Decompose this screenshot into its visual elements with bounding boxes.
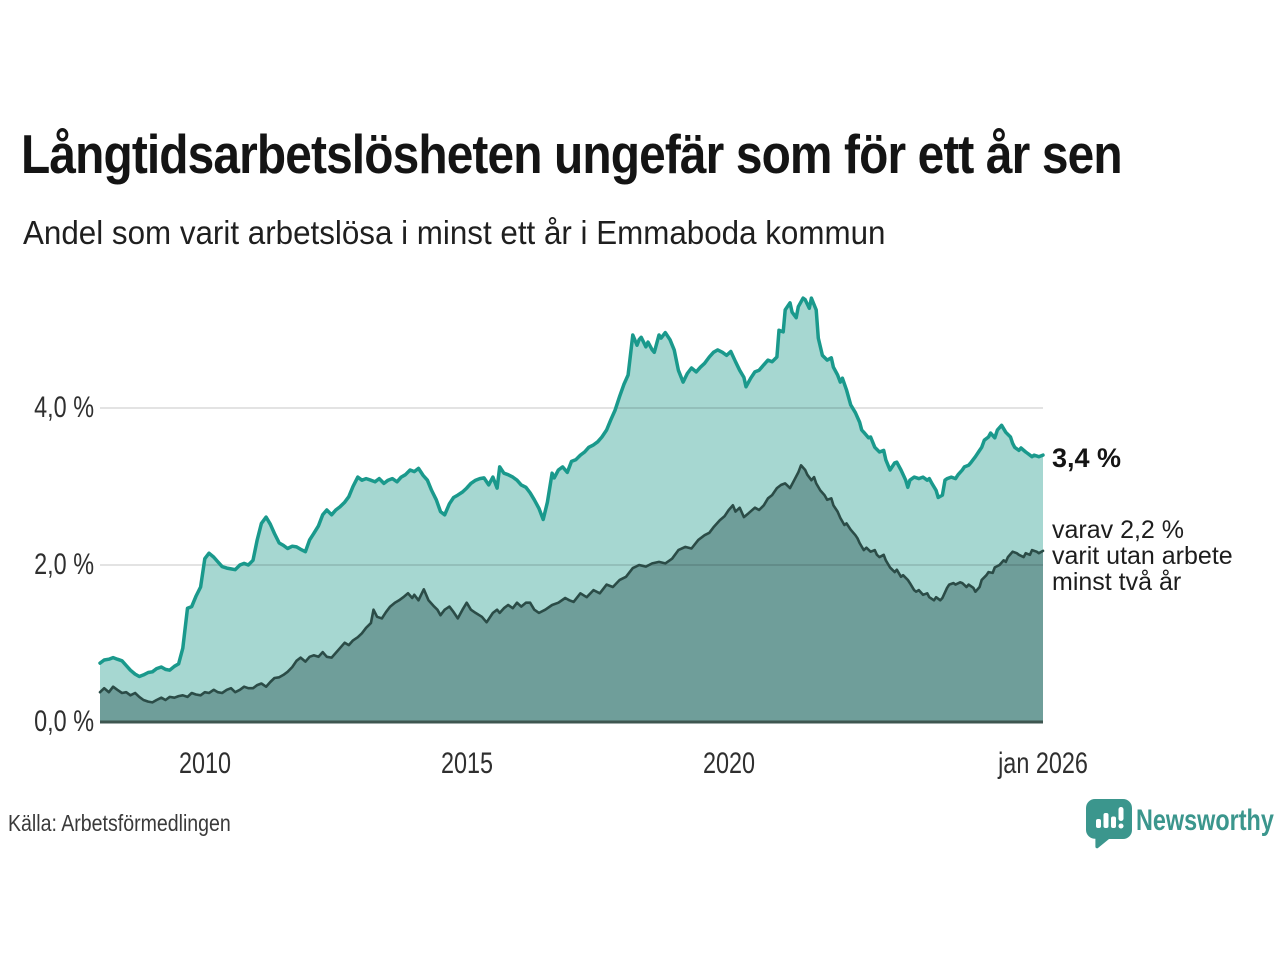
bar-3: [1111, 816, 1116, 828]
line-arbetslosa-minst-ett-ar: [98, 296, 1045, 679]
x-tick-jan-2026: jan 2026: [998, 747, 1088, 780]
page-subtitle: Andel som varit arbetslösa i minst ett å…: [23, 214, 886, 251]
newsworthy-bars-bubble-icon: [1086, 799, 1132, 849]
exclamation-bar: [1118, 807, 1124, 821]
y-tick-4: 4,0 %: [34, 391, 94, 424]
bar-2: [1103, 813, 1109, 828]
x-tick-2020: 2020: [702, 747, 755, 780]
x-tick-2010: 2010: [178, 747, 231, 780]
exclamation-dot: [1118, 823, 1124, 829]
source-caption: Källa: Arbetsförmedlingen: [8, 810, 231, 836]
line-arbetslosa-minst-tva-ar: [98, 463, 1045, 704]
y-tick-2: 2,0 %: [34, 548, 94, 581]
area-arbetslosa-minst-tva-ar: [100, 465, 1043, 722]
annotation-latest-total: 3,4 %: [1052, 443, 1122, 473]
annotation-two-year-breakdown: varav 2,2 % varit utan arbete minst två …: [1052, 516, 1233, 596]
newsworthy-wordmark: Newsworthy: [1136, 804, 1274, 837]
y-tick-0: 0,0 %: [34, 705, 94, 738]
page-title: Långtidsarbetslösheten ungefär som för e…: [21, 123, 1123, 185]
bubble-shape: [1086, 799, 1132, 849]
x-tick-2015: 2015: [440, 747, 493, 780]
bar-1: [1096, 819, 1101, 828]
